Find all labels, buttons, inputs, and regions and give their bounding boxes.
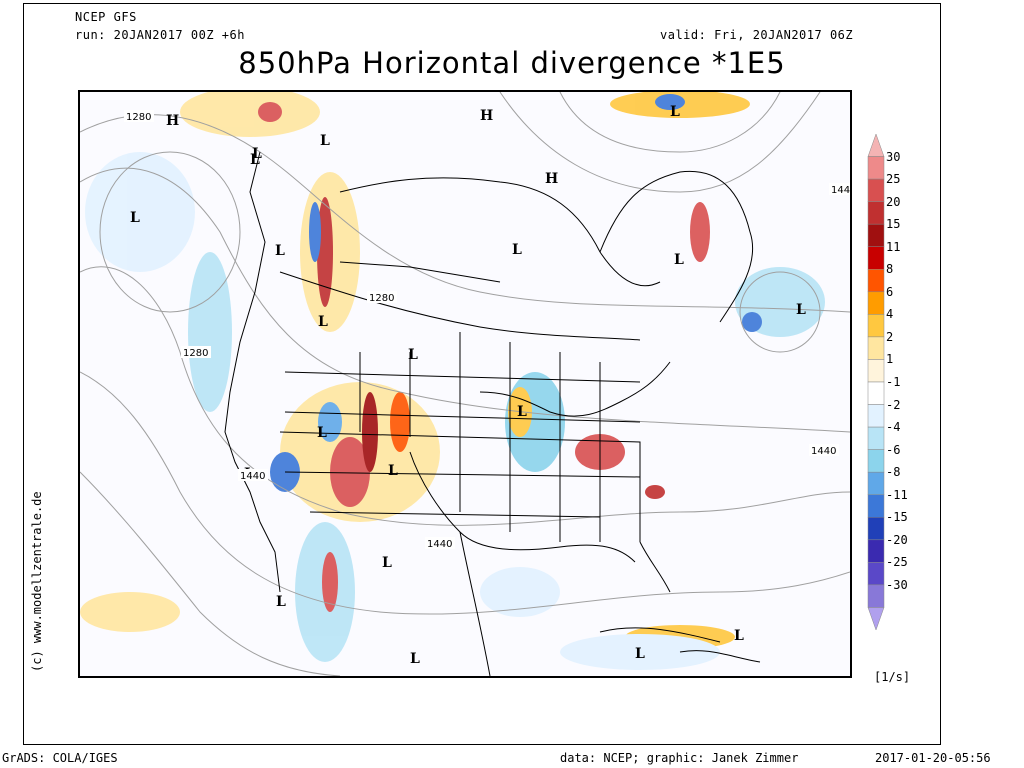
divergence-map: H L L L H H L L L L L L L L L L L L L L … xyxy=(78,90,852,678)
height-contours xyxy=(80,92,850,676)
low-symbol: L xyxy=(318,314,328,330)
legend-tick-label: 25 xyxy=(886,172,901,187)
low-symbol: L xyxy=(512,242,522,258)
legend-swatch xyxy=(867,223,885,247)
legend-tick-label: 6 xyxy=(886,284,894,299)
legend-tick-label: -4 xyxy=(886,420,901,435)
legend-swatch xyxy=(867,607,885,631)
legend-swatch xyxy=(867,449,885,473)
legend-swatch xyxy=(867,471,885,495)
high-symbol: H xyxy=(166,113,179,129)
legend-tick-label: 15 xyxy=(886,217,901,232)
divergence-field xyxy=(80,92,825,670)
low-symbol: L xyxy=(250,152,260,168)
model-name: NCEP GFS xyxy=(75,10,137,24)
high-symbol: H xyxy=(480,108,493,124)
legend-tick-label: -15 xyxy=(886,510,908,525)
legend-swatch xyxy=(867,178,885,202)
coastlines xyxy=(224,151,761,676)
legend-swatch xyxy=(867,156,885,180)
legend-tick-label: -30 xyxy=(886,577,908,592)
legend-tick-label: -2 xyxy=(886,397,901,412)
legend-swatch xyxy=(867,133,885,157)
legend-tick-label: 11 xyxy=(886,239,901,254)
credit-text: (c) www.modellzentrale.de xyxy=(30,491,44,672)
legend-tick-label: -25 xyxy=(886,555,908,570)
legend-swatch xyxy=(867,359,885,383)
map-canvas: H L L L H H L L L L L L L L L L L L L L … xyxy=(80,92,850,676)
low-symbol: L xyxy=(130,210,140,226)
low-symbol: L xyxy=(276,594,286,610)
low-symbol: L xyxy=(317,425,327,441)
contour-label: 1280 xyxy=(126,112,151,123)
legend-tick-label: 2 xyxy=(886,329,894,344)
low-symbol: L xyxy=(388,463,398,479)
legend-tick-label: -6 xyxy=(886,442,901,457)
legend-swatch xyxy=(867,314,885,338)
contour-label: 1280 xyxy=(369,293,394,304)
contour-label: 1280 xyxy=(183,348,208,359)
legend-swatch xyxy=(867,404,885,428)
footer-timestamp: 2017-01-20-05:56 xyxy=(875,751,991,765)
legend-swatch xyxy=(867,584,885,608)
legend-tick-label: 4 xyxy=(886,307,894,322)
low-symbol: L xyxy=(517,404,527,420)
legend-tick-label: -8 xyxy=(886,465,901,480)
legend-swatch xyxy=(867,336,885,360)
low-symbol: L xyxy=(382,555,392,571)
legend-unit: [1/s] xyxy=(874,670,911,684)
legend-tick-label: 30 xyxy=(886,149,901,164)
legend-swatch xyxy=(867,269,885,293)
low-symbol: L xyxy=(670,104,680,120)
low-symbol: L xyxy=(674,252,684,268)
run-time: run: 20JAN2017 00Z +6h xyxy=(75,28,245,42)
contour-labels: 1280 1280 1280 1440 1440 1440 144 xyxy=(124,110,850,550)
legend-tick-label: 20 xyxy=(886,194,901,209)
plot-frame xyxy=(23,3,941,745)
low-symbol: L xyxy=(252,146,262,162)
footer-credit: data: NCEP; graphic: Janek Zimmer xyxy=(560,751,799,765)
footer-software: GrADS: COLA/IGES xyxy=(2,751,118,765)
contour-label: 1440 xyxy=(240,471,265,482)
legend-tick-label: 8 xyxy=(886,262,894,277)
low-symbol: L xyxy=(410,651,420,667)
legend-swatch xyxy=(867,539,885,563)
legend-swatch xyxy=(867,246,885,270)
legend-swatch xyxy=(867,494,885,518)
low-symbol: L xyxy=(796,302,806,318)
legend-swatch xyxy=(867,291,885,315)
low-symbol: L xyxy=(734,628,744,644)
legend-tick-label: -11 xyxy=(886,487,908,502)
low-symbol: L xyxy=(275,243,285,259)
contour-label: 1440 xyxy=(427,539,452,550)
low-symbol: L xyxy=(320,133,330,149)
legend-swatch xyxy=(867,517,885,541)
legend-tick-label: 1 xyxy=(886,352,894,367)
legend-tick-label: -20 xyxy=(886,532,908,547)
contour-label: 144 xyxy=(831,185,850,196)
contour-label: 1440 xyxy=(811,446,836,457)
chart-title: 850hPa Horizontal divergence *1E5 xyxy=(238,46,786,80)
legend-tick-label: -1 xyxy=(886,375,901,389)
legend-swatch xyxy=(867,201,885,225)
legend-swatch xyxy=(867,562,885,586)
legend-bar xyxy=(867,133,885,631)
pressure-symbols: H L L L H H L L L L L L L L L L L L L L … xyxy=(130,104,806,667)
valid-time: valid: Fri, 20JAN2017 06Z xyxy=(660,28,854,42)
low-symbol: L xyxy=(408,347,418,363)
high-symbol: H xyxy=(545,171,558,187)
low-symbol: L xyxy=(635,646,645,662)
color-legend xyxy=(866,133,885,638)
legend-swatch xyxy=(867,426,885,450)
legend-swatch xyxy=(867,381,885,405)
